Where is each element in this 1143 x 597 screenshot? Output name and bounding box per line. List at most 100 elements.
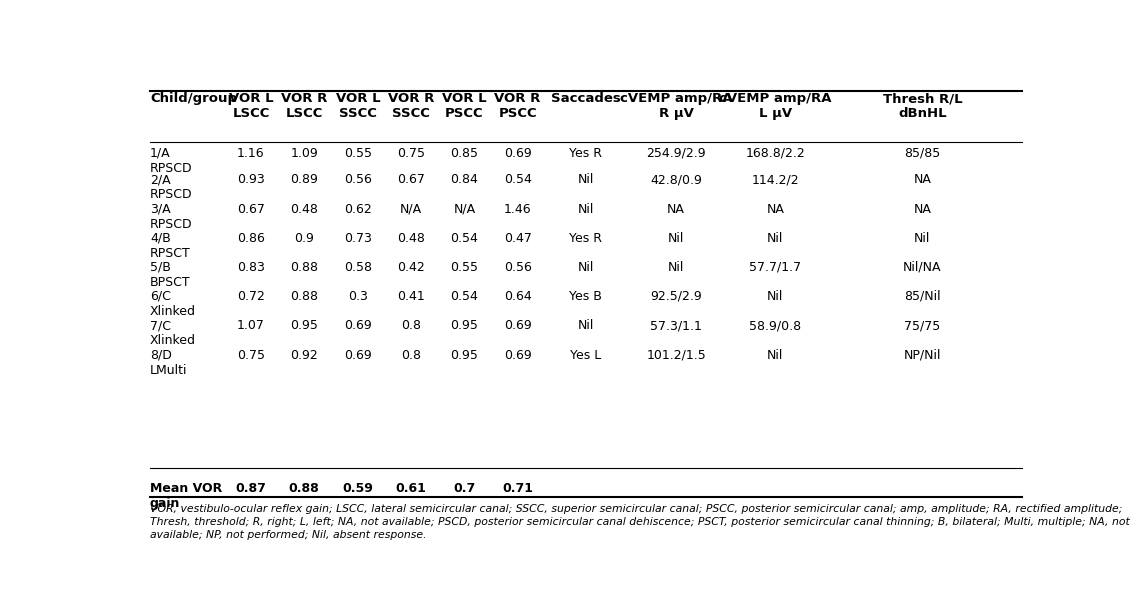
Text: Child/group: Child/group (150, 93, 237, 105)
Text: Yes L: Yes L (570, 349, 601, 362)
Text: 0.54: 0.54 (504, 173, 531, 186)
Text: 0.95: 0.95 (290, 319, 318, 333)
Text: 0.75: 0.75 (237, 349, 265, 362)
Text: 6/C
Xlinked: 6/C Xlinked (150, 290, 195, 318)
Text: 0.55: 0.55 (450, 260, 479, 273)
Text: NA: NA (913, 202, 932, 216)
Text: 0.95: 0.95 (450, 349, 479, 362)
Text: Nil: Nil (914, 232, 930, 245)
Text: Nil: Nil (668, 232, 685, 245)
Text: 92.5/2.9: 92.5/2.9 (650, 290, 702, 303)
Text: 0.88: 0.88 (290, 290, 318, 303)
Text: 0.41: 0.41 (398, 290, 425, 303)
Text: Nil: Nil (577, 319, 594, 333)
Text: VOR R
PSCC: VOR R PSCC (495, 93, 541, 121)
Text: 3/A
RPSCD: 3/A RPSCD (150, 202, 192, 230)
Text: 168.8/2.2: 168.8/2.2 (745, 147, 805, 159)
Text: 0.8: 0.8 (401, 319, 422, 333)
Text: 0.73: 0.73 (344, 232, 373, 245)
Text: 1.46: 1.46 (504, 202, 531, 216)
Text: Nil: Nil (577, 202, 594, 216)
Text: 101.2/1.5: 101.2/1.5 (646, 349, 706, 362)
Text: 75/75: 75/75 (904, 319, 941, 333)
Text: 0.9: 0.9 (294, 232, 314, 245)
Text: 0.86: 0.86 (237, 232, 265, 245)
Text: Thresh R/L
dBnHL: Thresh R/L dBnHL (882, 93, 962, 121)
Text: Nil: Nil (577, 173, 594, 186)
Text: VOR R
LSCC: VOR R LSCC (281, 93, 327, 121)
Text: VOR R
SSCC: VOR R SSCC (389, 93, 434, 121)
Text: 8/D
LMulti: 8/D LMulti (150, 349, 187, 377)
Text: NP/Nil: NP/Nil (904, 349, 941, 362)
Text: 58.9/0.8: 58.9/0.8 (750, 319, 801, 333)
Text: 0.75: 0.75 (398, 147, 425, 159)
Text: Nil: Nil (767, 349, 784, 362)
Text: 0.83: 0.83 (237, 260, 265, 273)
Text: Nil/NA: Nil/NA (903, 260, 942, 273)
Text: 0.95: 0.95 (450, 319, 479, 333)
Text: Yes R: Yes R (569, 147, 602, 159)
Text: 7/C
Xlinked: 7/C Xlinked (150, 319, 195, 347)
Text: 0.42: 0.42 (398, 260, 425, 273)
Text: NA: NA (767, 202, 784, 216)
Text: Nil: Nil (767, 232, 784, 245)
Text: N/A: N/A (454, 202, 475, 216)
Text: 0.61: 0.61 (395, 482, 426, 495)
Text: 0.56: 0.56 (504, 260, 531, 273)
Text: 57.7/1.7: 57.7/1.7 (750, 260, 801, 273)
Text: 0.67: 0.67 (398, 173, 425, 186)
Text: 0.62: 0.62 (344, 202, 371, 216)
Text: 0.54: 0.54 (450, 232, 479, 245)
Text: VOR L
SSCC: VOR L SSCC (336, 93, 381, 121)
Text: 0.56: 0.56 (344, 173, 373, 186)
Text: 1.09: 1.09 (290, 147, 318, 159)
Text: 0.93: 0.93 (237, 173, 265, 186)
Text: 0.69: 0.69 (504, 349, 531, 362)
Text: 0.69: 0.69 (344, 319, 371, 333)
Text: 1.16: 1.16 (237, 147, 265, 159)
Text: 0.72: 0.72 (237, 290, 265, 303)
Text: N/A: N/A (400, 202, 423, 216)
Text: 0.71: 0.71 (502, 482, 533, 495)
Text: 0.89: 0.89 (290, 173, 318, 186)
Text: 0.8: 0.8 (401, 349, 422, 362)
Text: 254.9/2.9: 254.9/2.9 (646, 147, 706, 159)
Text: Yes B: Yes B (569, 290, 602, 303)
Text: 0.88: 0.88 (289, 482, 320, 495)
Text: 42.8/0.9: 42.8/0.9 (650, 173, 702, 186)
Text: Nil: Nil (668, 260, 685, 273)
Text: 2/A
RPSCD: 2/A RPSCD (150, 173, 192, 201)
Text: VOR, vestibulo-ocular reflex gain; LSCC, lateral semicircular canal; SSCC, super: VOR, vestibulo-ocular reflex gain; LSCC,… (150, 504, 1129, 540)
Text: cVEMP amp/RA
R μV: cVEMP amp/RA R μV (620, 93, 733, 121)
Text: 0.92: 0.92 (290, 349, 318, 362)
Text: 85/85: 85/85 (904, 147, 941, 159)
Text: 0.3: 0.3 (349, 290, 368, 303)
Text: Saccades: Saccades (551, 93, 621, 105)
Text: 5/B
BPSCT: 5/B BPSCT (150, 260, 191, 288)
Text: Nil: Nil (577, 260, 594, 273)
Text: VOR L
PSCC: VOR L PSCC (442, 93, 487, 121)
Text: 0.55: 0.55 (344, 147, 373, 159)
Text: 0.88: 0.88 (290, 260, 318, 273)
Text: 0.67: 0.67 (237, 202, 265, 216)
Text: 0.7: 0.7 (454, 482, 475, 495)
Text: 0.84: 0.84 (450, 173, 479, 186)
Text: Mean VOR
gain: Mean VOR gain (150, 482, 222, 510)
Text: 114.2/2: 114.2/2 (752, 173, 799, 186)
Text: Yes R: Yes R (569, 232, 602, 245)
Text: NA: NA (668, 202, 685, 216)
Text: Nil: Nil (767, 290, 784, 303)
Text: 0.48: 0.48 (398, 232, 425, 245)
Text: 1.07: 1.07 (237, 319, 265, 333)
Text: 0.87: 0.87 (235, 482, 266, 495)
Text: 85/Nil: 85/Nil (904, 290, 941, 303)
Text: 0.64: 0.64 (504, 290, 531, 303)
Text: 1/A
RPSCD: 1/A RPSCD (150, 147, 192, 174)
Text: 0.54: 0.54 (450, 290, 479, 303)
Text: 0.85: 0.85 (450, 147, 479, 159)
Text: 0.58: 0.58 (344, 260, 373, 273)
Text: cVEMP amp/RA
L μV: cVEMP amp/RA L μV (719, 93, 832, 121)
Text: 57.3/1.1: 57.3/1.1 (650, 319, 702, 333)
Text: 4/B
RPSCT: 4/B RPSCT (150, 232, 191, 260)
Text: 0.47: 0.47 (504, 232, 531, 245)
